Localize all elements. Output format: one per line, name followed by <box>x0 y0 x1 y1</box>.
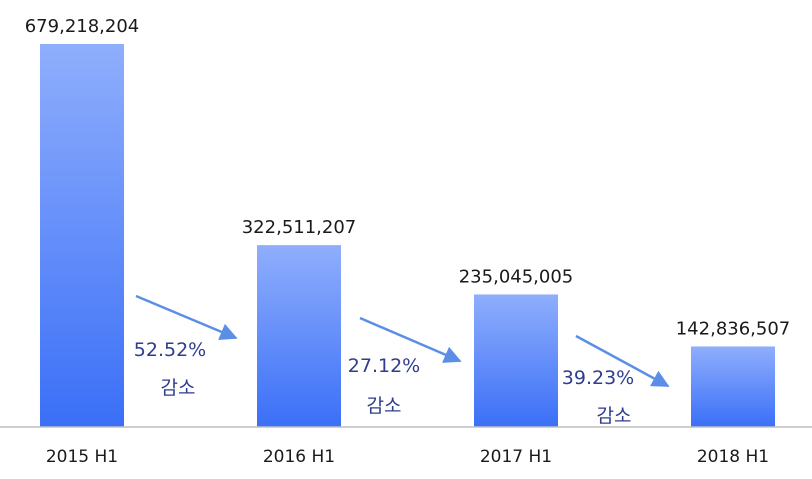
annotation-percent: 27.12% <box>348 355 420 377</box>
annotation-text: 감소 <box>161 377 196 399</box>
annotation-percent: 52.52% <box>134 339 206 361</box>
value-label: 235,045,005 <box>459 266 574 287</box>
value-label: 679,218,204 <box>25 16 140 37</box>
bar-2017-h1 <box>474 294 558 427</box>
x-tick-label: 2015 H1 <box>46 447 118 467</box>
value-label: 322,511,207 <box>242 217 357 238</box>
decrease-arrow-icon <box>359 316 462 363</box>
bar-2018-h1 <box>691 346 775 427</box>
x-tick-label: 2016 H1 <box>263 447 335 467</box>
annotation-text: 감소 <box>597 405 632 427</box>
bars-layer <box>40 44 775 427</box>
decrease-arrow-icon <box>135 294 238 340</box>
annotation-percent: 39.23% <box>562 367 634 389</box>
decrease-arrow-icon <box>575 334 670 388</box>
annotation-text: 감소 <box>367 395 402 417</box>
bar-2015-h1 <box>40 44 124 427</box>
x-tick-label: 2017 H1 <box>480 447 552 467</box>
bar-2016-h1 <box>257 245 341 427</box>
value-label: 142,836,507 <box>676 318 791 339</box>
annotations-layer: 52.52% 감소 27.12% 감소 39.23% 감소 <box>134 294 670 427</box>
labels-layer: 679,218,204 2015 H1 322,511,207 2016 H1 235,… <box>25 16 791 467</box>
x-tick-label: 2018 H1 <box>697 447 769 467</box>
